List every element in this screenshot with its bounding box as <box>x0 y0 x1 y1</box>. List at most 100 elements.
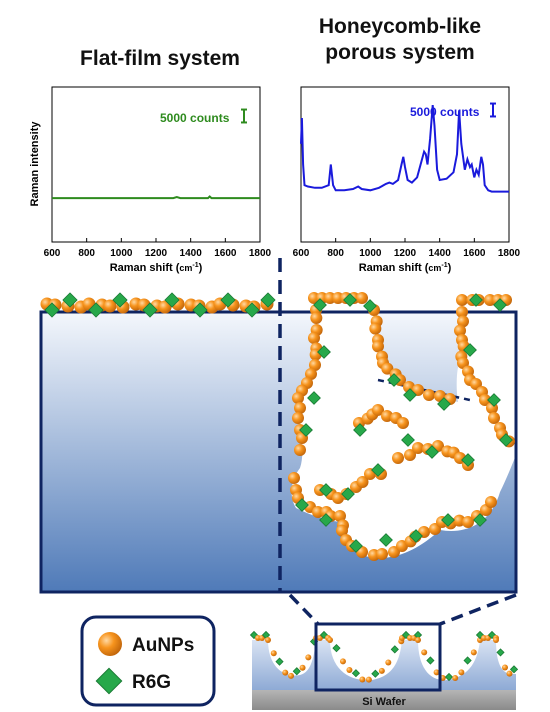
aunp-particle <box>456 294 468 306</box>
porous-void <box>358 418 414 461</box>
aunp-particle <box>485 496 497 508</box>
r6g-molecule <box>317 345 331 359</box>
aunp-particle <box>305 368 317 380</box>
r6g-molecule <box>425 445 439 459</box>
r6g-molecule <box>299 423 313 437</box>
r6g-molecule <box>441 513 455 527</box>
scale-bar <box>490 102 496 118</box>
x-tick-label: 800 <box>327 248 344 259</box>
aunp-particle <box>305 654 312 661</box>
x-axis-label-main: Raman shift ( <box>359 262 429 274</box>
x-tick-label: 1200 <box>145 248 168 259</box>
r6g-molecule <box>387 373 401 387</box>
r6g-molecule <box>444 672 454 682</box>
aunp-particle <box>392 452 404 464</box>
x-tick-label: 1800 <box>249 248 272 259</box>
zoom-line-left <box>288 593 320 626</box>
aunp-particle <box>310 312 323 324</box>
porous-film-particles <box>288 292 515 561</box>
porous-spectrum-chart: 600 800 1000 1200 1400 1600 1800 5000 counts R… <box>293 86 521 274</box>
r6g-molecule <box>351 669 361 678</box>
aunp-particle <box>397 417 409 429</box>
flat-film-particles <box>40 292 276 318</box>
x-tick-label: 1600 <box>463 248 486 259</box>
aunp-legend-icon <box>98 632 122 656</box>
r6g-molecule <box>487 393 501 407</box>
aunp-particle <box>339 658 346 665</box>
aunp-particle <box>454 324 466 337</box>
legend-r6g-label: R6G <box>132 672 171 693</box>
aunp-particle <box>479 394 491 406</box>
r6g-molecule <box>363 299 377 313</box>
scale-bar-label: 5000 counts <box>410 105 480 119</box>
r6g-molecule <box>295 498 309 512</box>
r6g-molecule <box>332 644 341 653</box>
x-axis-label-sup: -1 <box>441 262 447 269</box>
aunp-particle <box>372 340 384 353</box>
flat-film-slab <box>39 310 280 594</box>
aunp-particle <box>433 669 440 676</box>
aunp-particle <box>359 676 366 683</box>
aunp-particle <box>462 516 474 528</box>
r6g-molecule <box>371 463 385 477</box>
aunp-particle <box>470 649 477 656</box>
r6g-molecule <box>142 302 158 318</box>
aunp-particle <box>385 659 392 666</box>
aunp-particle <box>288 672 295 679</box>
r6g-molecule <box>319 483 333 497</box>
r6g-molecule <box>88 302 104 318</box>
r6g-molecule <box>493 298 507 312</box>
aunp-particle <box>488 412 500 424</box>
aunp-particle <box>346 667 353 674</box>
r6g-molecule <box>390 645 399 654</box>
x-tick-label: 1600 <box>214 248 237 259</box>
x-axis-label-close: ) <box>199 262 203 274</box>
r6g-molecule <box>437 397 451 411</box>
r6g-molecule <box>371 669 380 678</box>
porous-frame <box>276 310 518 594</box>
x-axis-label: Raman shift (cm-1) <box>359 262 452 274</box>
aunp-particle <box>309 359 321 371</box>
aunp-particle <box>415 637 421 643</box>
r6g-molecule <box>261 630 271 640</box>
x-tick-label: 1400 <box>180 248 203 259</box>
aunp-particle <box>299 664 306 671</box>
si-wafer <box>252 690 516 710</box>
aunp-particle <box>452 675 459 682</box>
aunp-particle <box>372 404 384 416</box>
r6g-molecule <box>341 487 355 501</box>
aunp-particle <box>412 442 424 454</box>
aunp-particle <box>356 476 369 488</box>
r6g-molecule <box>349 539 363 553</box>
porous-title: Honeycomb-like porous system <box>275 14 525 66</box>
r6g-molecule <box>413 630 423 640</box>
aunp-particle <box>493 637 499 643</box>
aunp-particle <box>502 664 508 671</box>
x-axis-label-close: ) <box>448 262 452 274</box>
aunp-particle <box>312 506 324 518</box>
r6g-molecule <box>401 433 415 447</box>
aunp-particle <box>270 650 277 657</box>
x-tick-label: 600 <box>293 248 310 259</box>
flat-film-title: Flat-film system <box>80 47 240 70</box>
x-axis-label-unit: cm <box>179 263 192 273</box>
legend-aunps-label: AuNPs <box>132 635 194 656</box>
r6g-molecule <box>409 529 423 543</box>
aunp-particle <box>381 410 393 422</box>
aunp-particle <box>292 392 304 404</box>
r6g-molecule <box>112 292 128 308</box>
zoom-line-right <box>439 593 517 626</box>
aunp-particle <box>458 669 465 676</box>
aunp-particle <box>423 389 435 401</box>
r6g-molecule <box>496 648 505 657</box>
x-axis-label-main: Raman shift ( <box>110 262 180 274</box>
aunp-particle <box>334 510 346 522</box>
aunp-particle <box>506 670 513 677</box>
mini-schematic: Si Wafer <box>249 622 519 710</box>
x-axis-label-sup: -1 <box>192 262 198 269</box>
aunp-particle <box>457 315 469 328</box>
aunp-particle <box>369 322 382 335</box>
x-tick-label: 1000 <box>110 248 133 259</box>
aunp-particle <box>378 667 385 674</box>
